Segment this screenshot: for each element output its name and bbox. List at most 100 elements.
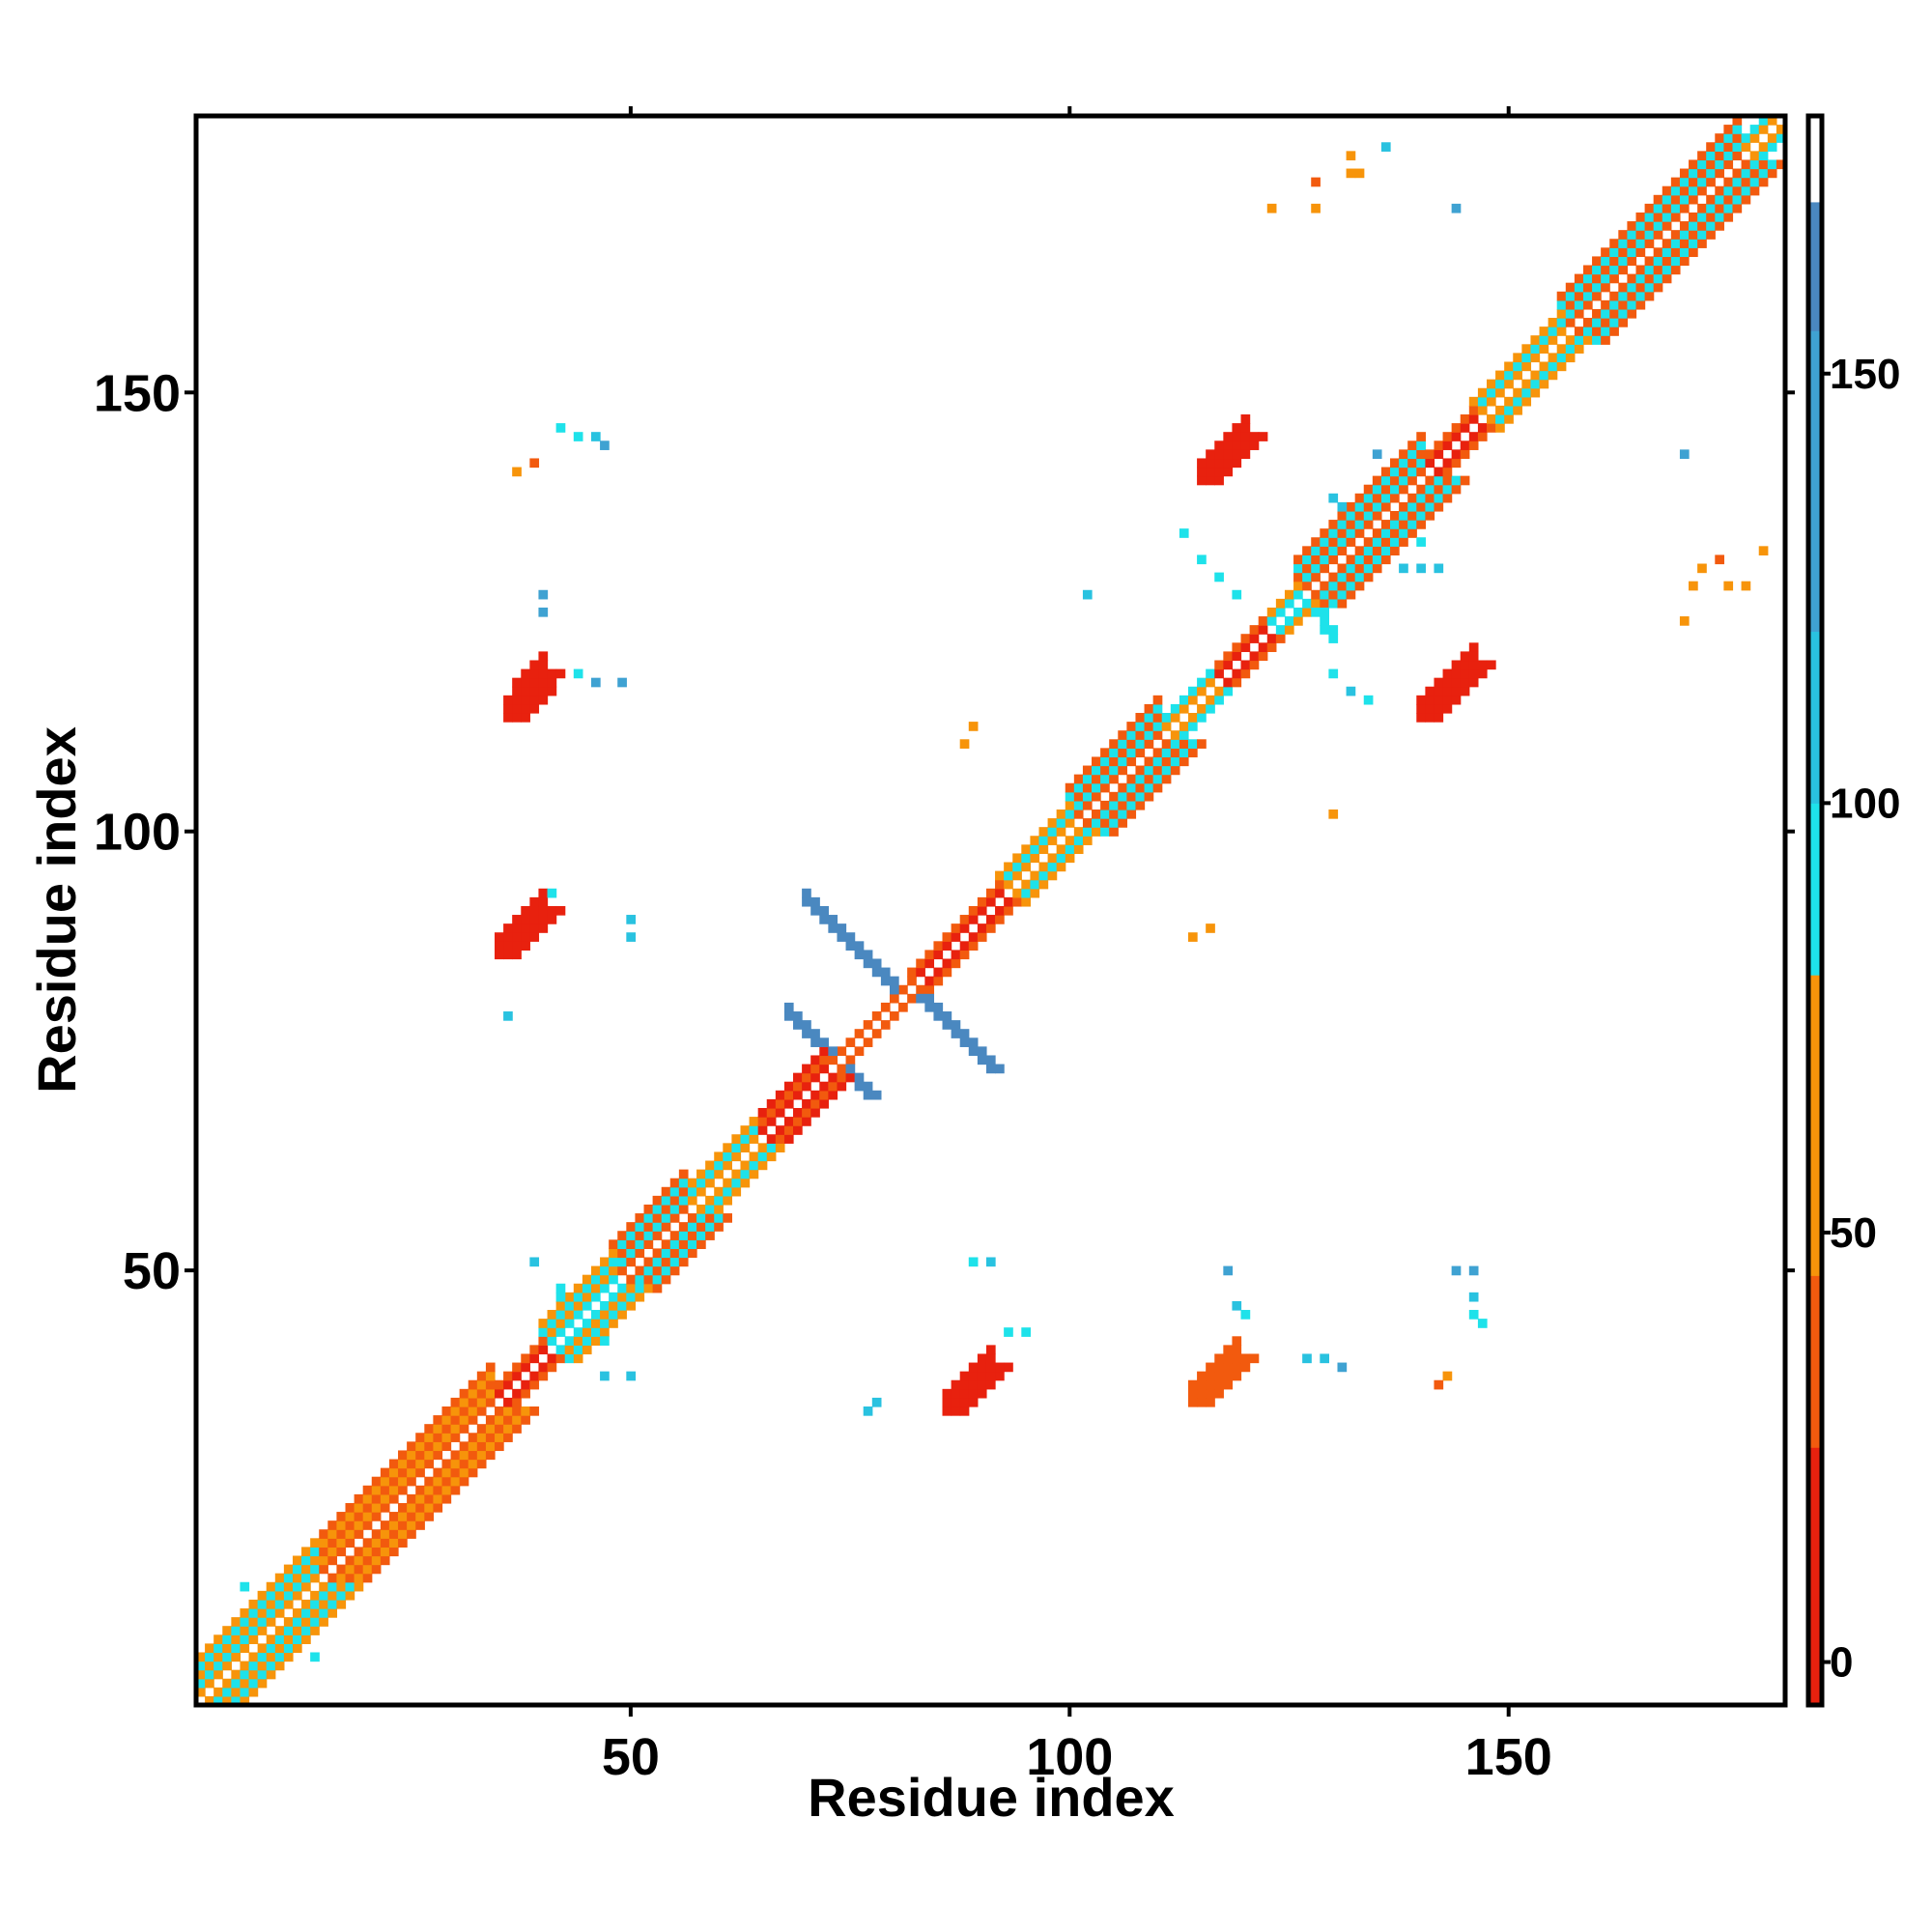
band-cell [529,1353,540,1364]
contact-cell [845,1064,856,1074]
band-cell [1679,168,1690,179]
band-cell [345,1590,355,1601]
band-cell [1715,159,1724,170]
band-cell [1442,458,1453,469]
band-cell [327,1573,338,1583]
contact-cell [863,1081,873,1092]
band-cell [1109,748,1119,758]
band-cell [705,1222,715,1232]
diagonal-cell [1741,151,1751,161]
contact-cell [871,958,882,969]
band-cell [354,1493,364,1504]
contact-cell [1197,1379,1207,1390]
band-cell [450,1476,461,1487]
band-cell [424,1459,434,1469]
band-cell [495,1379,504,1390]
contact-cell [1214,1371,1224,1381]
contact-cell [521,905,530,916]
band-cell [1697,177,1707,187]
band-cell [468,1415,478,1425]
band-cell [257,1652,268,1662]
band-cell [1425,475,1435,486]
band-cell [266,1634,276,1644]
band-cell [450,1397,461,1407]
contact-cell [1442,695,1453,705]
band-cell [1100,756,1110,767]
contact-cell [802,888,811,898]
band-cell [1135,765,1146,776]
band-cell [1249,634,1260,643]
band-cell [1232,651,1242,662]
contact-point [1232,589,1242,600]
contact-cell [951,1388,961,1399]
band-cell [1328,589,1339,600]
diagonal-cell [573,1319,583,1328]
band-cell [231,1634,242,1644]
contact-cell [1434,695,1444,705]
band-cell [380,1476,390,1487]
band-cell [626,1239,637,1249]
band-cell [1092,765,1101,776]
band-cell [995,879,1005,890]
band-cell [1030,844,1040,855]
band-cell [828,1055,838,1065]
band-cell [652,1195,663,1206]
band-cell [450,1415,461,1425]
contact-cell [1197,475,1207,486]
band-cell [1556,327,1567,336]
band-cell [1732,203,1743,213]
band-cell [336,1564,347,1575]
diagonal-cell [1486,405,1496,415]
band-cell [1109,818,1119,828]
contact-point [1468,1310,1479,1320]
band-cell [1354,546,1365,556]
band-cell [802,1107,811,1118]
band-cell [810,1090,820,1100]
band-cell [635,1239,645,1249]
band-cell [1293,572,1303,582]
band-cell [1232,642,1242,652]
band-cell [1653,256,1663,267]
band-cell [1662,273,1672,284]
band-cell [1574,335,1584,345]
diagonal-cell [371,1520,382,1530]
diagonal-cell [1293,598,1303,609]
band-cell [1328,554,1339,565]
band-cell [749,1160,759,1171]
band-cell [388,1476,399,1487]
band-cell [1609,291,1619,301]
band-cell [362,1512,373,1521]
band-cell [310,1590,320,1601]
band-cell [643,1231,654,1240]
band-cell [555,1345,566,1355]
band-cell [319,1617,328,1627]
band-cell [828,1090,838,1100]
band-cell [1311,563,1321,574]
band-cell [635,1213,645,1223]
band-cell [292,1590,302,1601]
contact-point [626,1371,637,1381]
band-cell [1715,133,1724,143]
band-cell [398,1520,408,1530]
band-cell [898,984,908,995]
band-cell [1601,299,1610,310]
band-cell [1161,765,1172,776]
band-cell [1574,327,1584,336]
band-cell [731,1169,742,1179]
band-cell [415,1502,425,1513]
band-cell [669,1186,680,1197]
band-cell [222,1643,232,1654]
band-cell [1152,748,1163,758]
contact-cell [538,888,549,898]
band-cell [1715,151,1724,161]
diagonal-cell [1372,520,1382,529]
band-cell [371,1538,382,1548]
contact-cell [985,1362,996,1373]
diagonal-cell [327,1564,338,1575]
contact-cell [1240,432,1251,441]
diagonal-cell [819,1072,829,1083]
band-cell [1609,308,1619,319]
band-cell [231,1687,242,1697]
contact-cell [1240,440,1251,450]
band-cell [1144,791,1154,802]
